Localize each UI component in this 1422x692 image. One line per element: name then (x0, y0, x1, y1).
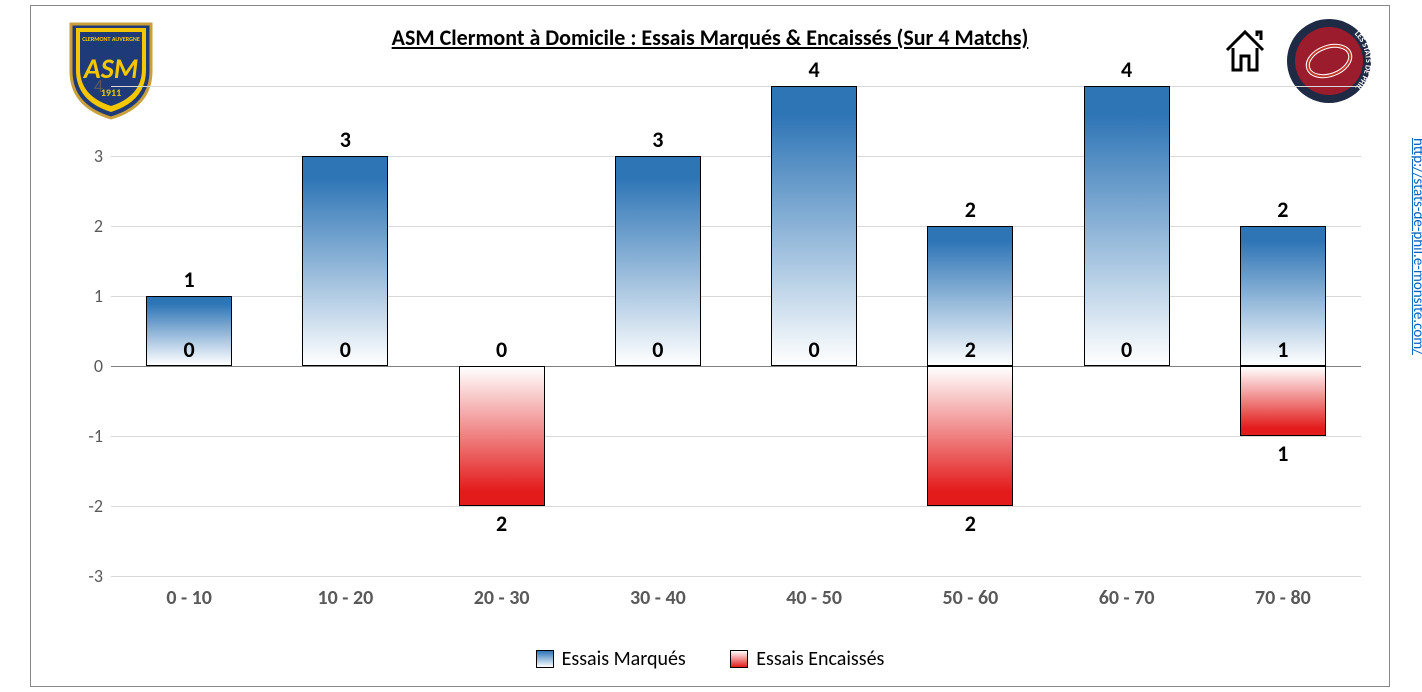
legend: Essais Marqués Essais Encaissés (31, 647, 1389, 674)
x-tick-label: 60 - 70 (1099, 586, 1155, 610)
y-tick-label: -1 (88, 425, 103, 447)
gridline (111, 366, 1361, 367)
x-tick-label: 30 - 40 (630, 586, 686, 610)
chart-container: ASM Clermont à Domicile : Essais Marqués… (30, 5, 1390, 687)
y-tick-label: 4 (94, 75, 103, 97)
data-label-scored: 2 (965, 196, 976, 223)
data-label-conceded: 1 (1277, 440, 1288, 467)
y-tick-label: 0 (94, 355, 103, 377)
gridline (111, 226, 1361, 227)
bar-conceded (1240, 366, 1326, 436)
source-url[interactable]: http://stats-de-phil.e-monsite.com/ (1409, 138, 1422, 355)
y-tick-label: 1 (94, 285, 103, 307)
gridline (111, 576, 1361, 577)
x-tick-label: 10 - 20 (318, 586, 374, 610)
x-tick-label: 70 - 80 (1255, 586, 1311, 610)
legend-item-conceded: Essais Encaissés (730, 647, 884, 671)
plot-area: -3-2-1012340 - 101010 - 203020 - 300230 … (111, 86, 1361, 576)
data-label-scored: 4 (809, 56, 820, 83)
data-label-conceded: 0 (1121, 336, 1132, 363)
data-label-conceded: 2 (496, 510, 507, 537)
gridline (111, 86, 1361, 87)
gridline (111, 436, 1361, 437)
y-tick-label: -3 (88, 565, 103, 587)
data-label-scored: 4 (1121, 56, 1132, 83)
legend-label-scored: Essais Marqués (562, 647, 686, 671)
data-label-conceded: 2 (965, 510, 976, 537)
data-label-scored: 2 (1277, 196, 1288, 223)
legend-label-conceded: Essais Encaissés (756, 647, 884, 671)
data-label-scored: 0 (496, 336, 507, 363)
x-tick-label: 50 - 60 (943, 586, 999, 610)
gridline (111, 296, 1361, 297)
y-tick-label: -2 (88, 495, 103, 517)
home-icon (1221, 26, 1269, 74)
y-tick-label: 3 (94, 145, 103, 167)
legend-swatch-scored (536, 650, 554, 668)
data-label-conceded: 2 (965, 336, 976, 363)
data-label-conceded: 0 (340, 336, 351, 363)
svg-text:CLERMONT AUVERGNE: CLERMONT AUVERGNE (82, 35, 140, 43)
bar-scored (771, 86, 857, 366)
x-tick-label: 0 - 10 (166, 586, 212, 610)
bar-scored (1084, 86, 1170, 366)
bar-scored (302, 156, 388, 366)
data-label-scored: 3 (340, 126, 351, 153)
data-label-scored: 1 (184, 266, 195, 293)
gridline (111, 156, 1361, 157)
x-tick-label: 20 - 30 (474, 586, 530, 610)
chart-title: ASM Clermont à Domicile : Essais Marqués… (31, 24, 1389, 51)
data-label-conceded: 0 (652, 336, 663, 363)
data-label-conceded: 1 (1277, 336, 1288, 363)
bar-conceded (459, 366, 545, 506)
data-label-conceded: 0 (184, 336, 195, 363)
gridline (111, 506, 1361, 507)
legend-swatch-conceded (730, 650, 748, 668)
bar-scored (615, 156, 701, 366)
data-label-scored: 3 (652, 126, 663, 153)
data-label-conceded: 0 (809, 336, 820, 363)
legend-item-scored: Essais Marqués (536, 647, 686, 671)
x-tick-label: 40 - 50 (786, 586, 842, 610)
svg-text:ASM: ASM (83, 51, 138, 86)
bar-conceded (927, 366, 1013, 506)
y-tick-label: 2 (94, 215, 103, 237)
